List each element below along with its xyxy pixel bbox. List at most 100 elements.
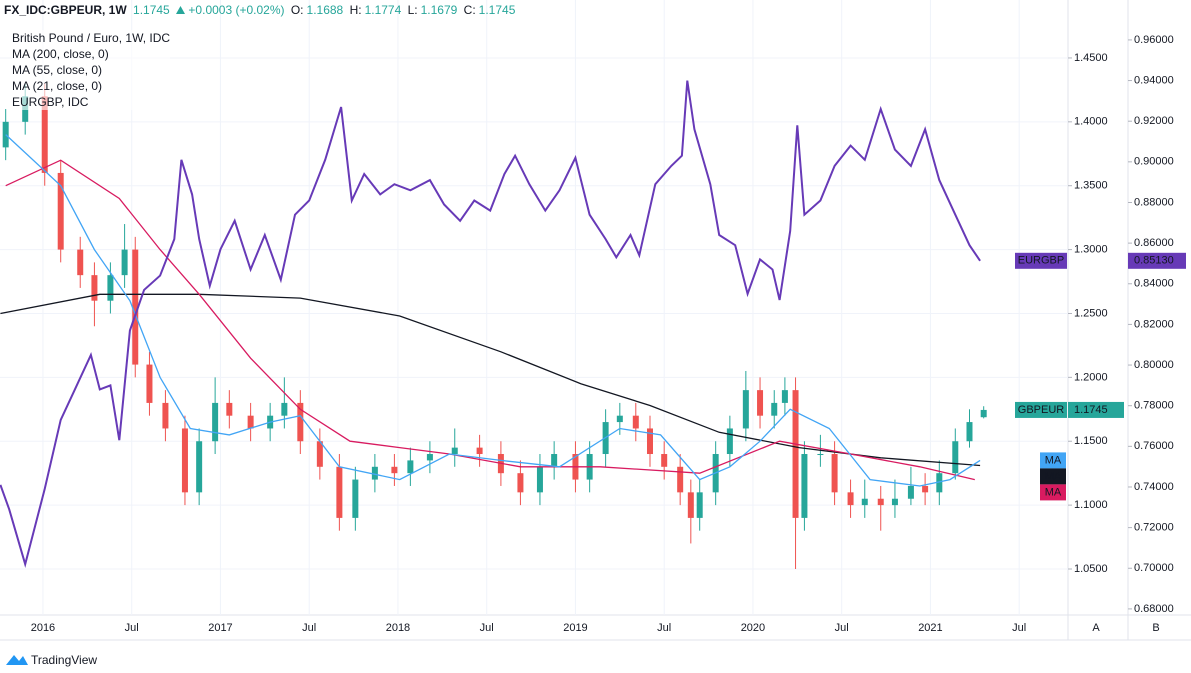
- y-tick-label: 1.4000: [1074, 116, 1108, 128]
- candle-body: [952, 441, 959, 474]
- axis-button[interactable]: B: [1152, 622, 1159, 634]
- price-badge: [1015, 252, 1067, 269]
- candle-body: [2, 121, 9, 148]
- candle-body: [451, 447, 458, 455]
- candle-body: [226, 402, 233, 416]
- brand-name: TradingView: [31, 653, 97, 667]
- candle-body: [371, 466, 378, 480]
- legend-entry[interactable]: EURGBP, IDC: [12, 94, 171, 110]
- axis-button[interactable]: A: [1092, 622, 1100, 634]
- y2-tick-label: 0.88000: [1134, 196, 1174, 208]
- candle-body: [907, 485, 914, 499]
- x-tick-label: 2017: [208, 622, 232, 634]
- candle-body: [297, 402, 304, 442]
- symbol: FX_IDC:GBPEUR, 1W: [4, 3, 127, 17]
- candle-body: [181, 428, 188, 493]
- close-value: 1.1745: [478, 3, 516, 17]
- y-tick-label: 1.1000: [1074, 499, 1108, 511]
- logo-icon: [6, 655, 28, 665]
- ohlc-label: C:: [463, 3, 476, 17]
- ma-badge: [1040, 468, 1066, 485]
- candle-body: [336, 466, 343, 518]
- candle-body: [687, 492, 694, 518]
- candle-body: [162, 402, 169, 429]
- legend: British Pound / Euro, 1W, IDC MA (200, c…: [12, 30, 171, 110]
- candle-body: [476, 447, 483, 455]
- candle-body: [316, 441, 323, 467]
- y2-tick-label: 0.70000: [1134, 562, 1174, 574]
- y2-tick-label: 0.96000: [1134, 34, 1174, 46]
- legend-entry[interactable]: MA (200, close, 0): [12, 46, 171, 62]
- ma-badge-label: MA: [1045, 486, 1062, 498]
- y-tick-label: 1.3000: [1074, 243, 1108, 255]
- series-line: [0, 293, 981, 467]
- candle-body: [801, 454, 808, 518]
- series-line: [0, 80, 981, 568]
- ma-badge-label: MA: [1045, 470, 1062, 482]
- y2-tick-label: 0.92000: [1134, 115, 1174, 127]
- x-tick-label: Jul: [657, 622, 671, 634]
- x-tick-label: Jul: [1012, 622, 1026, 634]
- candle-body: [792, 390, 799, 518]
- candle-body: [877, 498, 884, 506]
- price-badge-value: 1.1745: [1074, 404, 1108, 416]
- candle-body: [121, 249, 128, 276]
- candle-body: [536, 466, 543, 493]
- candle-body: [41, 96, 48, 173]
- candle-body: [281, 402, 288, 416]
- x-tick-label: 2019: [563, 622, 587, 634]
- x-tick-label: Jul: [835, 622, 849, 634]
- legend-title: British Pound / Euro, 1W, IDC: [12, 30, 171, 46]
- candle-body: [632, 415, 639, 429]
- ma-badge: [1040, 484, 1066, 501]
- candle-body: [517, 473, 524, 493]
- y-tick-label: 1.0500: [1074, 563, 1108, 575]
- candle-body: [247, 415, 254, 429]
- candle-body: [757, 390, 764, 416]
- y2-tick-label: 0.76000: [1134, 440, 1174, 452]
- y-tick-label: 1.4500: [1074, 52, 1108, 64]
- x-tick-label: 2018: [386, 622, 410, 634]
- candle-body: [771, 402, 778, 416]
- candle-body: [677, 466, 684, 493]
- candle-body: [922, 485, 929, 493]
- ohlc-label: H:: [349, 3, 362, 17]
- price-badge: [1128, 252, 1186, 269]
- open-value: 1.1688: [306, 3, 344, 17]
- legend-entry[interactable]: MA (55, close, 0): [12, 62, 171, 78]
- y2-tick-label: 0.78000: [1134, 400, 1174, 412]
- candle-body: [891, 498, 898, 506]
- y-tick-label: 1.2500: [1074, 307, 1108, 319]
- series-line: [5, 159, 975, 481]
- candle-body: [407, 460, 414, 474]
- candle-body: [936, 473, 943, 493]
- candle-body: [212, 402, 219, 442]
- x-tick-label: 2016: [31, 622, 55, 634]
- price-badge-name: GBPEUR: [1018, 404, 1065, 416]
- candle-body: [781, 390, 788, 403]
- ma-badge: [1040, 452, 1066, 469]
- ma-badge-label: MA: [1045, 454, 1062, 466]
- y2-tick-label: 0.68000: [1134, 603, 1174, 615]
- candle-body: [77, 249, 84, 276]
- y-tick-label: 1.1500: [1074, 435, 1108, 447]
- y2-tick-label: 0.90000: [1134, 156, 1174, 168]
- legend-entry[interactable]: MA (21, close, 0): [12, 78, 171, 94]
- y2-tick-label: 0.94000: [1134, 74, 1174, 86]
- y2-tick-label: 0.74000: [1134, 481, 1174, 493]
- candle-body: [146, 364, 153, 403]
- candle-body: [742, 390, 749, 429]
- candle-body: [696, 492, 703, 518]
- candle-body: [980, 409, 987, 418]
- series-line: [5, 134, 981, 487]
- price-badge: [1015, 401, 1067, 418]
- low-value: 1.1679: [420, 3, 458, 17]
- candle-body: [107, 275, 114, 301]
- candle-body: [132, 249, 139, 365]
- header: FX_IDC:GBPEUR, 1W 1.1745 +0.0003 (+0.02%…: [4, 3, 518, 17]
- x-tick-label: Jul: [480, 622, 494, 634]
- candle-body: [831, 454, 838, 493]
